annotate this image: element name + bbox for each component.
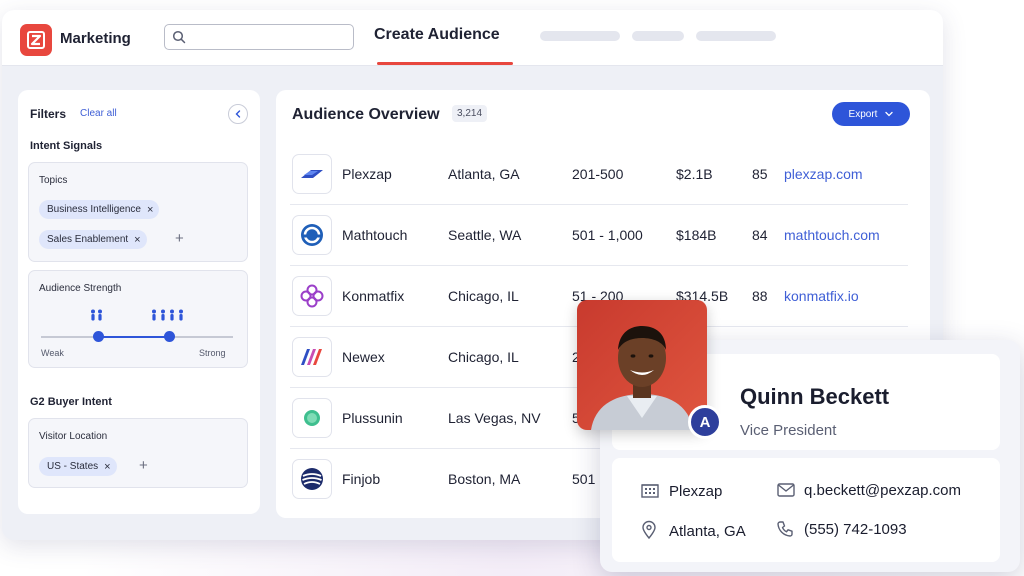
contact-photo [577, 300, 707, 430]
employee-count: 201-500 [572, 166, 624, 182]
chip-label: US - States [47, 461, 99, 472]
table-row[interactable]: Konmatfix Chicago, IL 51 - 200 $314.5B 8… [290, 266, 908, 327]
table-row[interactable]: Plussunin Las Vegas, NV 5 [290, 388, 908, 449]
employee-count: 2 [572, 349, 580, 365]
mathtouch-logo-icon [292, 215, 332, 255]
company-domain-link[interactable]: konmatfix.io [784, 288, 859, 304]
chevron-left-icon [235, 110, 241, 118]
score: 85 [752, 166, 768, 182]
employee-count: 5 [572, 410, 580, 426]
z-logo-icon [27, 31, 45, 49]
tab-placeholder[interactable] [540, 31, 620, 41]
audience-strength-label: Audience Strength [39, 283, 122, 294]
company-location: Las Vegas, NV [448, 410, 541, 426]
g2-buyer-intent-title: G2 Buyer Intent [30, 396, 112, 408]
company-name: Mathtouch [342, 227, 408, 243]
topic-chip[interactable]: Sales Enablement × [39, 230, 147, 249]
avatar-badge: A [688, 405, 722, 439]
contact-email[interactable]: q.beckett@pexzap.com [804, 482, 961, 499]
topic-chip[interactable]: Business Intelligence × [39, 200, 160, 219]
export-button[interactable]: Export [832, 102, 910, 126]
remove-chip-icon[interactable]: × [146, 203, 154, 216]
strength-slider-track[interactable] [41, 336, 233, 338]
export-label: Export [848, 108, 878, 120]
strength-max-label: Strong [199, 348, 226, 358]
plexzap-logo-icon [292, 154, 332, 194]
konmatfix-logo-icon [292, 276, 332, 316]
profile-details: Plexzap q.beckett@pexzap.com Atlanta, GA… [612, 458, 1000, 562]
company-name: Plexzap [342, 166, 392, 182]
company-location: Chicago, IL [448, 288, 519, 304]
contact-company: Plexzap [669, 483, 723, 500]
chip-label: Sales Enablement [47, 234, 129, 245]
revenue: $184B [676, 227, 717, 243]
strength-min-label: Weak [41, 348, 64, 358]
company-domain-link[interactable]: plexzap.com [784, 166, 863, 182]
contact-name: Quinn Beckett [740, 384, 890, 409]
top-bar: Marketing Create Audience [2, 10, 943, 66]
newex-logo-icon [292, 337, 332, 377]
audience-count-badge: 3,214 [452, 105, 488, 122]
phone-icon [777, 521, 793, 537]
search-icon [172, 30, 186, 44]
topics-label: Topics [39, 175, 68, 186]
brand-logo[interactable] [20, 24, 52, 56]
filters-panel: Filters Clear all Intent Signals Topics … [18, 90, 260, 514]
company-domain-link[interactable]: mathtouch.com [784, 227, 880, 243]
employee-count: 501 - 1,000 [572, 227, 643, 243]
mail-icon [777, 483, 795, 497]
remove-chip-icon[interactable]: × [104, 460, 111, 473]
tab-placeholder[interactable] [696, 31, 776, 41]
intent-signals-title: Intent Signals [30, 140, 103, 152]
tab-placeholder[interactable] [632, 31, 684, 41]
strength-slider-max-handle[interactable] [164, 331, 176, 342]
visitor-location-filter: Visitor Location US - States × + [28, 418, 248, 488]
location-chip[interactable]: US - States × [39, 457, 117, 476]
audience-strength-filter: Audience Strength Weak [28, 270, 248, 368]
clear-all-link[interactable]: Clear all [80, 108, 117, 119]
company-location: Chicago, IL [448, 349, 519, 365]
employee-count: 501 [572, 471, 596, 487]
filters-title: Filters [30, 107, 67, 121]
collapse-panel-button[interactable] [228, 104, 248, 124]
chip-label: Business Intelligence [47, 204, 141, 215]
active-tab-indicator [377, 62, 513, 65]
finjob-logo-icon [292, 459, 332, 499]
table-row[interactable]: Mathtouch Seattle, WA 501 - 1,000 $184B … [290, 205, 908, 266]
contact-location: Atlanta, GA [669, 523, 746, 540]
people-two-icon [89, 309, 107, 324]
strength-slider-min-handle[interactable] [93, 331, 105, 342]
strength-slider-range [98, 336, 170, 338]
company-location: Boston, MA [448, 471, 521, 487]
plussunin-logo-icon [292, 398, 332, 438]
chevron-down-icon [885, 111, 894, 117]
score: 84 [752, 227, 768, 243]
location-pin-icon [642, 520, 656, 540]
company-location: Atlanta, GA [448, 166, 520, 182]
search-input[interactable] [164, 24, 354, 50]
overview-title: Audience Overview [292, 106, 440, 123]
table-row[interactable]: Finjob Boston, MA 501 [290, 449, 908, 510]
revenue: $2.1B [676, 166, 713, 182]
table-row[interactable]: Plexzap Atlanta, GA 201-500 $2.1B 85 ple… [290, 144, 908, 205]
visitor-location-label: Visitor Location [39, 431, 108, 442]
company-name: Newex [342, 349, 385, 365]
topics-filter: Topics Business Intelligence × Sales Ena… [28, 162, 248, 262]
contact-phone[interactable]: (555) 742-1093 [804, 521, 907, 538]
company-name: Konmatfix [342, 288, 405, 304]
tab-create-audience[interactable]: Create Audience [374, 26, 500, 43]
remove-chip-icon[interactable]: × [134, 233, 141, 246]
company-name: Plussunin [342, 410, 403, 426]
add-location-icon[interactable]: + [139, 457, 148, 474]
people-four-icon [150, 309, 188, 324]
contact-title: Vice President [740, 422, 837, 439]
brand-name: Marketing [60, 30, 131, 47]
company-location: Seattle, WA [448, 227, 522, 243]
building-icon [641, 484, 659, 498]
company-name: Finjob [342, 471, 381, 487]
score: 88 [752, 288, 768, 304]
add-topic-icon[interactable]: + [175, 230, 184, 247]
